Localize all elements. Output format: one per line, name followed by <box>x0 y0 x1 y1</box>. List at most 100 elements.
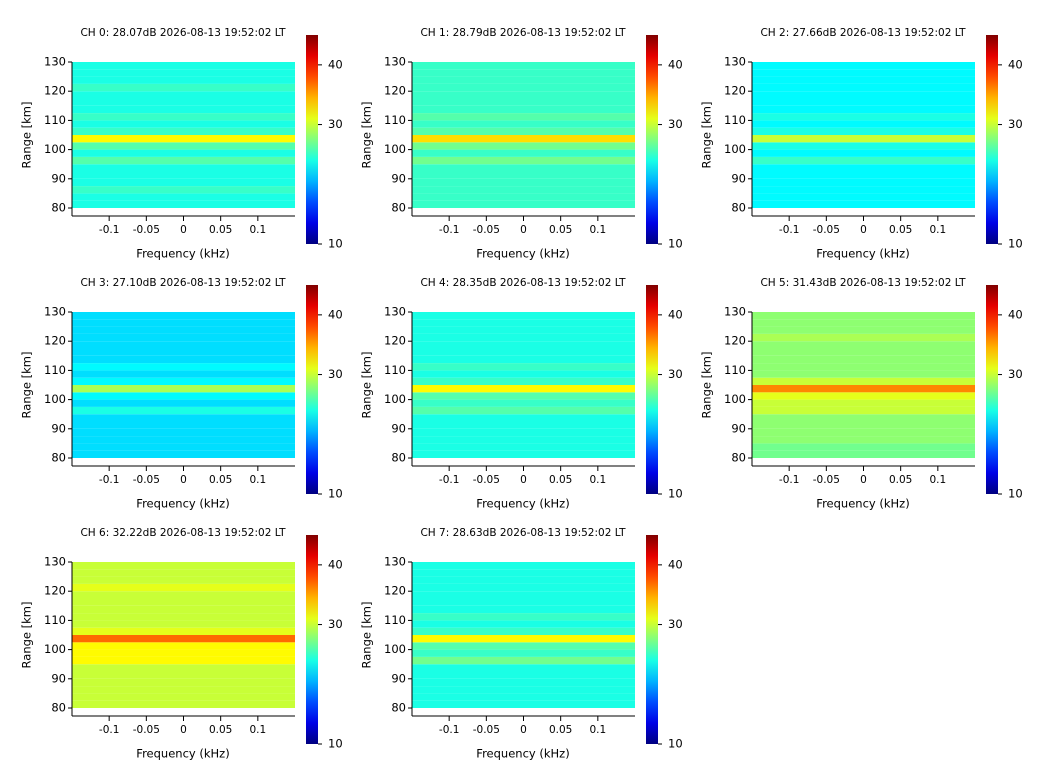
colorbar <box>646 535 658 744</box>
heat-cell <box>752 127 975 135</box>
heat-cell <box>72 598 295 606</box>
colorbar-tick-label: 10 <box>1008 237 1023 251</box>
y-tick-label: 130 <box>724 55 746 69</box>
x-tick-label: -0.05 <box>473 724 500 736</box>
y-tick-label: 130 <box>384 55 406 69</box>
y-tick-label: 80 <box>51 451 66 465</box>
x-axis-label: Frequency (kHz) <box>136 497 229 511</box>
colorbar-tick-label: 40 <box>668 57 683 71</box>
heat-cell <box>412 348 635 356</box>
heat-cell <box>412 620 635 628</box>
y-tick-label: 100 <box>384 142 406 156</box>
heat-cell <box>752 105 975 114</box>
colorbar <box>646 35 658 244</box>
colorbar-tick-label: 30 <box>1008 367 1023 381</box>
heat-cell <box>72 591 295 599</box>
heat-cell <box>72 178 295 187</box>
colorbar-tick-label: 30 <box>668 367 683 381</box>
y-axis-label: Range [km] <box>20 102 34 169</box>
heat-cell <box>72 91 295 99</box>
x-axis-label: Frequency (kHz) <box>136 747 229 761</box>
y-tick-label: 130 <box>724 305 746 319</box>
heat-cell <box>752 370 975 378</box>
y-tick-label: 90 <box>731 171 746 185</box>
x-tick-label: 0.05 <box>549 224 572 236</box>
colorbar <box>646 285 658 494</box>
heat-cell <box>412 91 635 99</box>
heat-cell <box>72 664 295 672</box>
heat-cell <box>72 341 295 349</box>
heat-cell <box>72 443 295 451</box>
heat-cell <box>72 399 295 407</box>
x-tick-label: 0.1 <box>249 724 266 736</box>
heat-cell <box>752 363 975 371</box>
panel-title: CH 2: 27.66dB 2026-08-13 19:52:02 LT <box>760 27 966 39</box>
x-axis-label: Frequency (kHz) <box>816 497 909 511</box>
colorbar-tick-label: 30 <box>668 117 683 131</box>
heat-cell <box>72 135 295 143</box>
colorbar-tick-label: 10 <box>328 237 343 251</box>
colorbar-tick-label: 40 <box>1008 307 1023 321</box>
y-tick-label: 100 <box>724 392 746 406</box>
y-tick-label: 130 <box>44 55 66 69</box>
heat-cell <box>72 613 295 621</box>
colorbar-tick-label: 40 <box>328 57 343 71</box>
heat-cell <box>72 105 295 114</box>
heat-cell <box>412 312 635 320</box>
heat-cell <box>72 193 295 201</box>
x-tick-label: -0.1 <box>439 474 460 486</box>
colorbar-tick-label: 40 <box>668 307 683 321</box>
heat-cell <box>752 62 975 70</box>
heat-cell <box>752 171 975 179</box>
heat-cell <box>412 421 635 429</box>
heat-cell <box>412 98 635 106</box>
heat-cell <box>752 156 975 165</box>
colorbar-tick-label: 10 <box>668 737 683 751</box>
colorbar <box>306 285 318 494</box>
heat-cell <box>72 164 295 172</box>
heat-cell <box>412 406 635 415</box>
heat-cell <box>72 620 295 628</box>
panel-title: CH 7: 28.63dB 2026-08-13 19:52:02 LT <box>420 527 626 539</box>
y-tick-label: 80 <box>731 201 746 215</box>
y-tick-label: 100 <box>384 642 406 656</box>
heat-cell <box>72 377 295 385</box>
heat-cell <box>72 186 295 194</box>
heat-cell <box>752 436 975 444</box>
heat-cell <box>412 671 635 679</box>
heat-cell <box>752 385 975 393</box>
colorbar-tick-label: 10 <box>668 487 683 501</box>
heat-cell <box>412 414 635 422</box>
heat-cell <box>752 149 975 157</box>
y-tick-label: 80 <box>391 201 406 215</box>
heat-cell <box>72 370 295 378</box>
heat-cell <box>72 656 295 665</box>
heat-cell <box>412 443 635 451</box>
x-tick-label: -0.1 <box>439 724 460 736</box>
heat-cell <box>752 326 975 334</box>
x-tick-label: 0.1 <box>589 724 606 736</box>
heat-cell <box>412 326 635 334</box>
y-tick-label: 120 <box>44 84 66 98</box>
heat-cell <box>752 76 975 84</box>
y-axis-label: Range [km] <box>700 352 714 419</box>
y-tick-label: 100 <box>724 142 746 156</box>
heat-cell <box>752 113 975 121</box>
heat-cell <box>412 576 635 584</box>
heat-cell <box>72 436 295 444</box>
heat-cell <box>72 312 295 320</box>
panel-title: CH 6: 32.22dB 2026-08-13 19:52:02 LT <box>80 527 286 539</box>
heat-cell <box>752 319 975 327</box>
heat-cell <box>412 656 635 665</box>
heat-cell <box>752 83 975 92</box>
y-tick-label: 130 <box>384 305 406 319</box>
x-tick-label: -0.1 <box>99 724 120 736</box>
y-tick-label: 80 <box>51 201 66 215</box>
x-tick-label: 0 <box>860 474 867 486</box>
x-tick-label: -0.05 <box>813 224 840 236</box>
x-axis-label: Frequency (kHz) <box>476 497 569 511</box>
y-axis-label: Range [km] <box>360 102 374 169</box>
x-tick-label: 0.1 <box>249 474 266 486</box>
x-tick-label: 0.05 <box>889 224 912 236</box>
heat-cell <box>412 127 635 135</box>
